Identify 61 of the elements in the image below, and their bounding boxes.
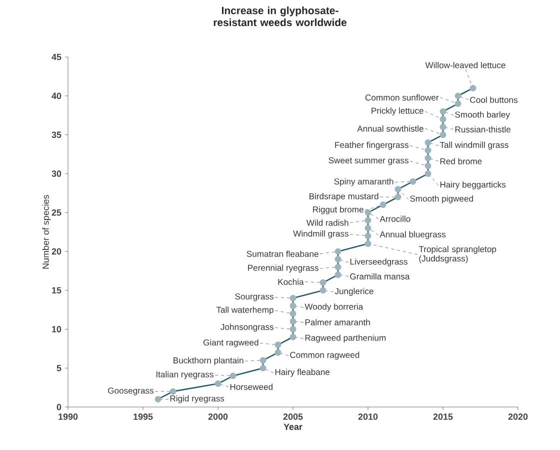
annotation: Red brome bbox=[440, 158, 482, 164]
y-axis-title: Number of species bbox=[42, 194, 51, 269]
y-tick-label: 15 bbox=[52, 287, 62, 294]
annotation: Sourgrass bbox=[235, 293, 274, 302]
annotation: Italian ryegrass bbox=[156, 371, 214, 380]
annotation: Sumatran fleabane bbox=[246, 250, 318, 257]
annotation: Windmill grass bbox=[293, 230, 348, 238]
annotation: Tropical sprangletop (Juddsgrass) bbox=[418, 246, 496, 264]
annotation: Rigid ryegrass bbox=[170, 395, 224, 404]
annotation: Annual bluegrass bbox=[380, 231, 446, 240]
annotation: Johnsongrass bbox=[220, 324, 274, 332]
y-tick-label: 35 bbox=[52, 132, 62, 138]
annotation: Arrocillo bbox=[380, 216, 410, 222]
x-tick-label: 2020 bbox=[508, 414, 528, 420]
annotation: Cool buttons bbox=[470, 96, 518, 103]
x-tick-label: 1990 bbox=[58, 414, 78, 420]
annotation: Common ragweed bbox=[290, 352, 360, 360]
annotation: Russian-thistle bbox=[455, 126, 510, 132]
annotation: Gramilla mansa bbox=[350, 273, 410, 280]
annotation: Tall windmill grass bbox=[440, 142, 508, 150]
y-tick-label: 0 bbox=[56, 404, 62, 410]
annotation: Woody borreria bbox=[304, 303, 364, 312]
annotation: Annual sowthistle bbox=[357, 125, 424, 132]
annotation: Wild radish bbox=[306, 220, 348, 226]
y-tick-label: 30 bbox=[52, 170, 62, 177]
annotation: Goosegrass bbox=[108, 388, 154, 396]
annotation: Buckthorn plantain bbox=[174, 357, 244, 366]
annotation: Junglerice bbox=[334, 288, 374, 296]
annotation: Giant ragweed bbox=[204, 339, 258, 348]
annotation: Willow-leaved lettuce bbox=[425, 62, 506, 68]
x-axis-title: Year bbox=[284, 424, 302, 430]
annotation: Palmer amaranth bbox=[305, 319, 370, 326]
annotation: Sweet summer grass bbox=[328, 157, 408, 166]
x-tick-label: 2010 bbox=[358, 414, 378, 420]
annotation: Feather fingergrass bbox=[335, 142, 408, 150]
annotation: Birdsrape mustard bbox=[310, 193, 378, 201]
y-tick-label: 5 bbox=[56, 364, 62, 372]
annotation: Common sunflower bbox=[365, 94, 439, 101]
y-tick-label: 25 bbox=[52, 209, 62, 216]
chart-title: Increase in glyphosate-resistant weeds worldwide bbox=[214, 6, 346, 26]
annotation: Ragweed parthenium bbox=[305, 334, 386, 343]
annotation: Liverseedgrass bbox=[350, 258, 408, 266]
annotation: Smooth pigweed bbox=[410, 195, 473, 204]
annotation: Perennial ryegrass bbox=[248, 264, 318, 273]
annotation: Smooth barley bbox=[455, 111, 510, 120]
annotation: Prickly lettuce bbox=[372, 107, 424, 116]
annotation: Spiny amaranth bbox=[334, 178, 394, 186]
x-tick-label: 1995 bbox=[134, 414, 153, 420]
annotation: Hairy beggarticks bbox=[440, 181, 506, 190]
annotation: Kochia bbox=[278, 278, 304, 285]
x-tick-label: 2005 bbox=[283, 414, 303, 420]
annotation: Riggut brome bbox=[313, 206, 364, 214]
annotation: Horseweed bbox=[230, 384, 272, 390]
y-tick-label: 45 bbox=[52, 54, 62, 60]
x-tick-label: 2000 bbox=[208, 414, 228, 420]
annotation: Hairy fleabane bbox=[275, 368, 330, 377]
y-tick-label: 20 bbox=[52, 248, 62, 255]
y-tick-label: 40 bbox=[52, 92, 62, 100]
y-tick-label: 10 bbox=[52, 326, 62, 332]
x-tick-label: 2015 bbox=[433, 414, 453, 420]
annotation: Tall waterhemp bbox=[216, 306, 274, 315]
